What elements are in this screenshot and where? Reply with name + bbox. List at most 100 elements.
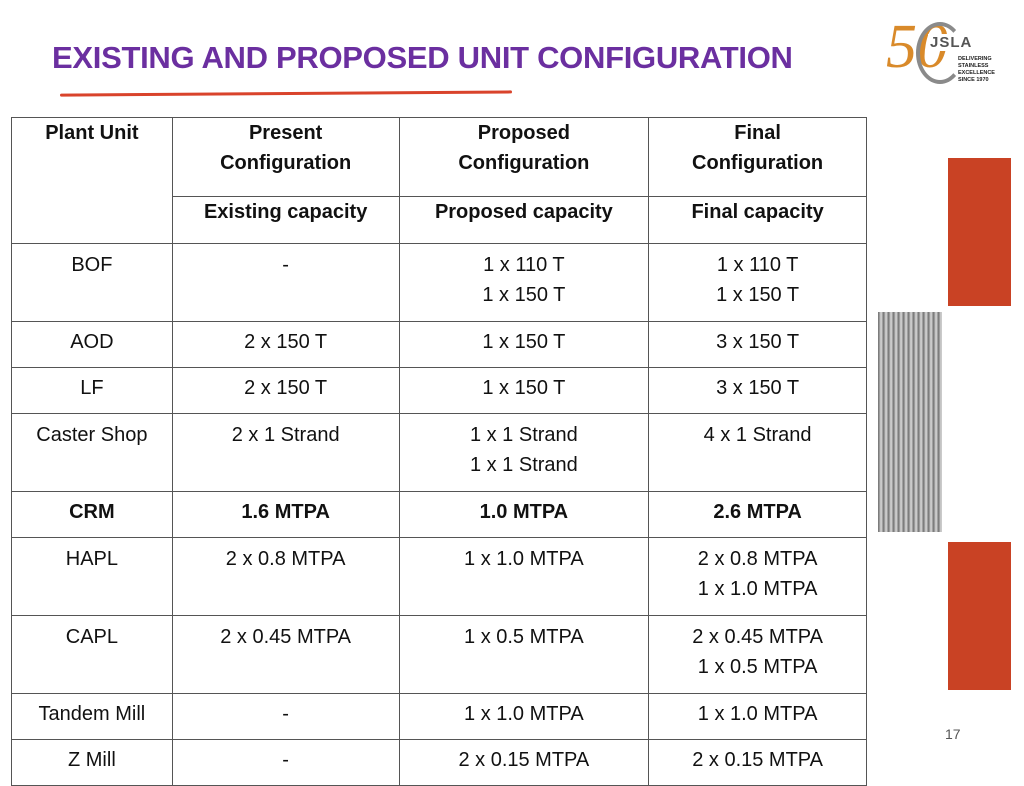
cell-value: 1 x 1.0 MTPA	[697, 703, 818, 725]
cell-proposed-capacity: 1 x 150 T	[398, 321, 650, 368]
cell-proposed-capacity: 1 x 0.5 MTPA	[398, 615, 650, 694]
cell-value: 4 x 1 Strand	[703, 424, 812, 446]
header-present-configuration: Present Configuration	[171, 117, 400, 197]
cell-value: -	[282, 703, 289, 725]
cell-value: 2 x 150 T	[244, 331, 328, 353]
table-body: BOF - 1 x 110 T 1 x 150 T 1 x 110 T 1 x 150 T…	[11, 243, 867, 786]
cell-final-capacity: 3 x 150 T	[648, 367, 867, 414]
cell-value: 1 x 1 Strand	[469, 454, 578, 476]
cell-existing-capacity: 1.6 MTPA	[171, 491, 400, 538]
logo-tagline-1: DELIVERING	[958, 56, 992, 62]
cell-value: 1 x 150 T	[716, 284, 800, 306]
decor-red-block-top	[948, 158, 1011, 306]
cell-value: 1 x 110 T	[716, 254, 799, 276]
cell-value: 2 x 0.15 MTPA	[692, 749, 823, 771]
cell-proposed-capacity: 2 x 0.15 MTPA	[398, 739, 650, 786]
cell-value: 1 x 110 T	[483, 254, 565, 276]
slide-title: EXISTING AND PROPOSED UNIT CONFIGURATION	[52, 40, 793, 75]
cell-value: 1.6 MTPA	[241, 501, 330, 523]
cell-proposed-capacity: 1 x 110 T 1 x 150 T	[398, 243, 650, 322]
cell-value: 1 x 1.0 MTPA	[464, 548, 584, 570]
logo-tagline-3: SINCE 1970	[958, 77, 989, 83]
cell-value: 2 x 1 Strand	[231, 424, 340, 446]
cell-proposed-capacity: 1 x 150 T	[398, 367, 650, 414]
header-present-line2: Configuration	[220, 152, 352, 174]
decor-steel-coil-image	[878, 312, 942, 532]
cell-value: 1 x 1.0 MTPA	[464, 703, 584, 725]
logo-tagline-2: STAINLESS EXCELLENCE	[958, 63, 995, 76]
table-row: CRM 1.6 MTPA 1.0 MTPA 2.6 MTPA	[11, 491, 867, 538]
cell-final-capacity: 4 x 1 Strand	[648, 413, 867, 492]
cell-plant-unit: HAPL	[11, 537, 173, 616]
cell-plant-unit: BOF	[11, 243, 173, 322]
header-proposed-line1: Proposed	[477, 122, 570, 144]
decor-red-block-bottom	[948, 542, 1011, 690]
cell-value: -	[282, 254, 289, 276]
company-logo: 50 JSLA DELIVERING STAINLESS EXCELLENCE …	[886, 16, 1006, 86]
cell-existing-capacity: -	[171, 693, 400, 740]
table-row: CAPL 2 x 0.45 MTPA 1 x 0.5 MTPA 2 x 0.45 MT…	[11, 615, 867, 694]
logo-tagline: DELIVERING STAINLESS EXCELLENCE SINCE 19…	[958, 56, 1018, 84]
header-plant-unit: Plant Unit	[11, 117, 173, 244]
cell-final-capacity: 2.6 MTPA	[648, 491, 867, 538]
cell-existing-capacity: 2 x 150 T	[171, 321, 400, 368]
cell-proposed-capacity: 1 x 1.0 MTPA	[398, 537, 650, 616]
cell-value: 1 x 0.5 MTPA	[464, 626, 584, 648]
table-row: HAPL 2 x 0.8 MTPA 1 x 1.0 MTPA 2 x 0.8 MTPA…	[11, 537, 867, 616]
table-subheader-row: Existing capacity Proposed capacity Fina…	[12, 196, 867, 244]
header-present-line1: Present	[248, 122, 323, 144]
cell-existing-capacity: 2 x 0.45 MTPA	[171, 615, 400, 694]
cell-existing-capacity: -	[171, 739, 400, 786]
cell-final-capacity: 2 x 0.45 MTPA 1 x 0.5 MTPA	[648, 615, 867, 694]
cell-plant-unit: Tandem Mill	[11, 693, 173, 740]
cell-value: -	[282, 749, 289, 771]
cell-proposed-capacity: 1 x 1 Strand 1 x 1 Strand	[398, 413, 650, 492]
cell-value: 2 x 0.45 MTPA	[220, 626, 352, 648]
cell-existing-capacity: 2 x 1 Strand	[171, 413, 400, 492]
header-final-configuration: Final Configuration	[648, 117, 867, 197]
cell-final-capacity: 2 x 0.8 MTPA 1 x 1.0 MTPA	[648, 537, 867, 616]
cell-existing-capacity: 2 x 150 T	[171, 367, 400, 414]
table-row: Tandem Mill - 1 x 1.0 MTPA 1 x 1.0 MTPA	[11, 693, 867, 740]
table-row: Z Mill - 2 x 0.15 MTPA 2 x 0.15 MTPA	[11, 739, 867, 786]
cell-proposed-capacity: 1 x 1.0 MTPA	[398, 693, 650, 740]
cell-final-capacity: 1 x 1.0 MTPA	[648, 693, 867, 740]
title-underline	[59, 90, 513, 97]
page-number: 17	[945, 726, 961, 742]
header-final-line1: Final	[734, 122, 781, 144]
cell-value: 2 x 0.15 MTPA	[458, 749, 590, 771]
cell-proposed-capacity: 1.0 MTPA	[398, 491, 650, 538]
cell-value: 2 x 0.45 MTPA	[692, 626, 823, 648]
logo-ring	[916, 22, 964, 84]
cell-plant-unit: CAPL	[11, 615, 173, 694]
cell-existing-capacity: 2 x 0.8 MTPA	[171, 537, 400, 616]
table-row: AOD 2 x 150 T 1 x 150 T 3 x 150 T	[11, 321, 867, 368]
cell-plant-unit: Caster Shop	[11, 413, 173, 492]
header-proposed-line2: Configuration	[458, 152, 590, 174]
cell-value: 2.6 MTPA	[713, 501, 802, 523]
cell-final-capacity: 2 x 0.15 MTPA	[648, 739, 867, 786]
table-row: BOF - 1 x 110 T 1 x 150 T 1 x 110 T 1 x 150 T	[11, 243, 867, 322]
cell-final-capacity: 1 x 110 T 1 x 150 T	[648, 243, 867, 322]
table-row: Caster Shop 2 x 1 Strand 1 x 1 Strand 1 x 1…	[11, 413, 867, 492]
cell-value: 1 x 150 T	[482, 284, 566, 306]
header-proposed-configuration: Proposed Configuration	[398, 117, 650, 197]
table-header-row: Plant Unit Present Configuration Propose…	[11, 117, 867, 244]
cell-value: 1 x 1 Strand	[469, 424, 578, 446]
header-existing-capacity: Existing capacity	[171, 196, 400, 244]
cell-value: 1.0 MTPA	[479, 501, 569, 523]
cell-plant-unit: AOD	[11, 321, 173, 368]
cell-plant-unit: CRM	[11, 491, 173, 538]
cell-value: 2 x 150 T	[244, 377, 328, 399]
cell-final-capacity: 3 x 150 T	[648, 321, 867, 368]
cell-value: 1 x 150 T	[482, 377, 566, 399]
cell-value: 3 x 150 T	[716, 377, 800, 399]
cell-existing-capacity: -	[171, 243, 400, 322]
header-final-capacity: Final capacity	[648, 196, 867, 244]
header-proposed-capacity: Proposed capacity	[398, 196, 650, 244]
table-row: LF 2 x 150 T 1 x 150 T 3 x 150 T	[11, 367, 867, 414]
cell-plant-unit: Z Mill	[11, 739, 173, 786]
configuration-table: Plant Unit Present Configuration Propose…	[11, 117, 867, 786]
cell-value: 1 x 150 T	[482, 331, 566, 353]
cell-value: 2 x 0.8 MTPA	[697, 548, 818, 570]
